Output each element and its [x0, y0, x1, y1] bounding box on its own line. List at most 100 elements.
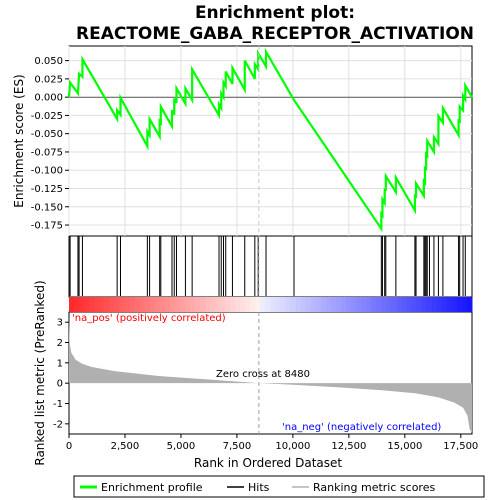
- gradient-segment: [452, 297, 458, 312]
- gradient-segment: [134, 297, 140, 312]
- zero-cross-label: Zero cross at 8480: [216, 369, 310, 380]
- gradient-segment: [371, 297, 377, 312]
- gradient-segment: [140, 297, 146, 312]
- es-tick-label: -0.025: [31, 111, 63, 122]
- gradient-segment: [366, 297, 372, 312]
- gradient-segment: [210, 297, 216, 312]
- x-tick-label: 12,500: [331, 441, 366, 452]
- metric-tick-label: 1: [57, 358, 63, 369]
- x-axis: 0 2,500 5,000 7,500 10,000 12,500 15,000 17,500: [66, 434, 478, 452]
- x-axis-label: Rank in Ordered Dataset: [194, 456, 342, 470]
- gradient-segment: [346, 297, 352, 312]
- gradient-segment: [301, 297, 307, 312]
- title-line-2: REACTOME_GABA_RECEPTOR_ACTIVATION: [76, 24, 474, 44]
- gradient-segment: [341, 297, 347, 312]
- gradient-segment: [376, 297, 382, 312]
- gradient-segment: [220, 297, 226, 312]
- x-tick-label: 0: [66, 441, 72, 452]
- gradient-segment: [145, 297, 151, 312]
- gradient-segment: [306, 297, 312, 312]
- gradient-segment: [265, 297, 271, 312]
- x-tick-label: 5,000: [167, 441, 196, 452]
- es-tick-label: 0.050: [34, 56, 63, 67]
- x-tick-label: 2,500: [111, 441, 140, 452]
- gradient-segment: [230, 297, 236, 312]
- positive-label: 'na_pos' (positively correlated): [72, 313, 226, 324]
- es-tick-label: -0.100: [31, 166, 63, 177]
- gradient-segment: [427, 297, 433, 312]
- gradient-segment: [336, 297, 342, 312]
- gradient-segment: [119, 297, 125, 312]
- gradient-segment: [260, 297, 266, 312]
- gradient-segment: [331, 297, 337, 312]
- gradient-segment: [205, 297, 211, 312]
- gradient-segment: [129, 297, 135, 312]
- gradient-segment: [407, 297, 413, 312]
- es-panel-frame: [69, 46, 472, 236]
- gradient-segment: [250, 297, 256, 312]
- gradient-segment: [99, 297, 105, 312]
- gradient-segment: [351, 297, 357, 312]
- metric-tick-label: -1: [53, 399, 63, 410]
- gradient-segment: [467, 297, 473, 312]
- gradient-segment: [225, 297, 231, 312]
- x-tick-label: 17,500: [443, 441, 478, 452]
- gradient-segment: [432, 297, 438, 312]
- legend-hits-label: Hits: [248, 481, 270, 494]
- gradient-segment: [255, 297, 261, 312]
- metric-tick-label: -2: [53, 419, 63, 430]
- gradient-segment: [89, 297, 95, 312]
- gradient-segment: [170, 297, 176, 312]
- ranked-gradient-bar: [69, 297, 473, 312]
- metric-axis: 3 2 1 0 -1 -2: [53, 318, 69, 431]
- gradient-segment: [326, 297, 332, 312]
- gradient-segment: [180, 297, 186, 312]
- gradient-segment: [190, 297, 196, 312]
- gradient-segment: [240, 297, 246, 312]
- metric-tick-label: 2: [57, 338, 63, 349]
- x-tick-label: 15,000: [387, 441, 422, 452]
- gradient-segment: [150, 297, 156, 312]
- x-tick-label: 10,000: [275, 441, 310, 452]
- gradient-segment: [124, 297, 130, 312]
- title-line-1: Enrichment plot:: [195, 3, 355, 23]
- gradient-segment: [361, 297, 367, 312]
- gradient-segment: [114, 297, 120, 312]
- es-tick-label: -0.175: [31, 221, 63, 232]
- gradient-segment: [437, 297, 443, 312]
- gradient-segment: [391, 297, 397, 312]
- gradient-segment: [195, 297, 201, 312]
- gradient-segment: [396, 297, 402, 312]
- gradient-segment: [235, 297, 241, 312]
- gradient-segment: [457, 297, 463, 312]
- es-y-label: Enrichment score (ES): [12, 74, 26, 207]
- gradient-segment: [160, 297, 166, 312]
- gradient-segment: [412, 297, 418, 312]
- gradient-segment: [386, 297, 392, 312]
- gradient-segment: [276, 297, 282, 312]
- gradient-segment: [401, 297, 407, 312]
- es-tick-label: 0.025: [34, 74, 63, 85]
- legend-metric-label: Ranking metric scores: [313, 481, 435, 494]
- gradient-segment: [155, 297, 161, 312]
- metric-y-label: Ranked list metric (PreRanked): [33, 280, 47, 465]
- gradient-segment: [215, 297, 221, 312]
- gradient-segment: [356, 297, 362, 312]
- gradient-segment: [447, 297, 453, 312]
- gradient-segment: [175, 297, 181, 312]
- gradient-segment: [417, 297, 423, 312]
- gradient-segment: [271, 297, 277, 312]
- gradient-segment: [200, 297, 206, 312]
- metric-tick-label: 0: [57, 379, 63, 390]
- gradient-segment: [79, 297, 85, 312]
- gradient-segment: [311, 297, 317, 312]
- gradient-segment: [381, 297, 387, 312]
- gradient-segment: [74, 297, 80, 312]
- gradient-segment: [281, 297, 287, 312]
- negative-label: 'na_neg' (negatively correlated): [282, 422, 441, 433]
- gradient-segment: [185, 297, 191, 312]
- gradient-segment: [291, 297, 297, 312]
- gradient-segment: [69, 297, 75, 312]
- es-tick-label: 0.000: [34, 93, 63, 104]
- legend-es-label: Enrichment profile: [101, 481, 203, 494]
